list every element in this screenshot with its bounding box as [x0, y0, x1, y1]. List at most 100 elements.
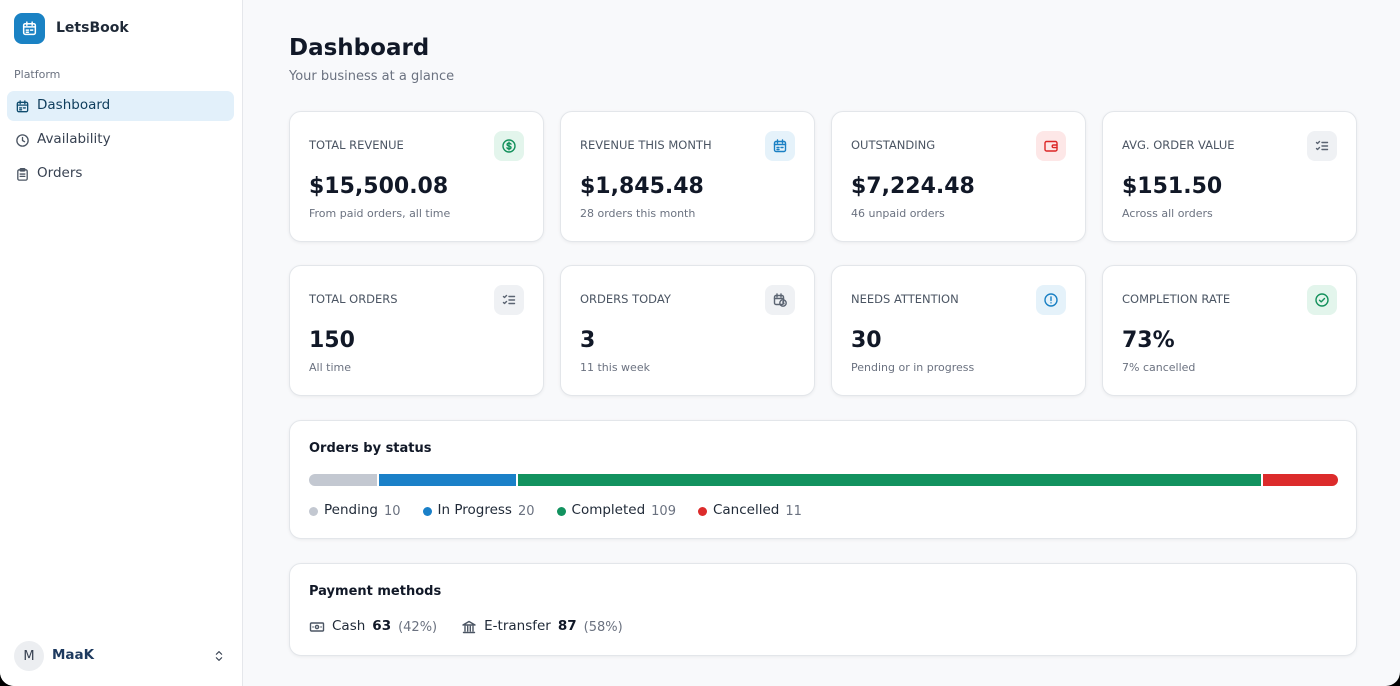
payment-item: E-transfer 87 (58%): [461, 619, 623, 635]
status-segment: [379, 474, 516, 486]
brand-logo-icon-part: [22, 21, 37, 33]
nav-icon-part: [16, 100, 29, 111]
stat-card: OUTSTANDING $7,224.48 46 unpaid orders: [831, 111, 1086, 242]
stat-icon-part: [1044, 293, 1058, 307]
nav-label: Availability: [37, 131, 111, 147]
legend-name: Cancelled: [712, 502, 780, 519]
stat-icon: [773, 293, 787, 307]
stat-icon: [1315, 140, 1329, 151]
status-segment: [309, 474, 378, 486]
payment-count: 63: [372, 618, 392, 635]
payment-icon: [462, 620, 476, 634]
stat-icon-tile: [494, 285, 524, 315]
stat-card: TOTAL ORDERS 150 All time: [289, 265, 544, 396]
legend-count: 11: [785, 503, 802, 519]
stat-icon-tile: [765, 131, 795, 161]
stat-icon-tile: [765, 285, 795, 315]
stat-card: NEEDS ATTENTION 30 Pending or in progress: [831, 265, 1086, 396]
stat-value: 30: [851, 328, 882, 353]
stat-note: Across all orders: [1122, 207, 1213, 220]
payment-icon-part: [314, 624, 320, 630]
stat-card: REVENUE THIS MONTH $1,845.48 28 orders thi…: [560, 111, 815, 242]
user-menu-chevrons: [215, 651, 223, 661]
stat-label: AVG. ORDER VALUE: [1122, 138, 1235, 152]
stat-icon-tile: [1307, 131, 1337, 161]
stat-icon-tile: [494, 131, 524, 161]
stat-label: NEEDS ATTENTION: [851, 292, 959, 306]
stat-note: From paid orders, all time: [309, 207, 451, 220]
user-menu[interactable]: M MaaK: [7, 638, 234, 674]
status-legend: Pending 10 In Progress 20 Completed 109 Cancel…: [309, 503, 802, 519]
brand-logo-icon-part: [22, 22, 37, 36]
nav-icon-part: [21, 136, 26, 143]
page-title: Dashboard: [289, 35, 430, 61]
stat-icon-part: [506, 141, 512, 151]
stat-card: ORDERS TODAY 3 11 this week: [560, 265, 815, 396]
nav-item[interactable]: Availability: [7, 125, 234, 155]
stat-icon-tile: [1036, 285, 1066, 315]
payment-title: Payment methods: [309, 584, 442, 599]
stat-note: All time: [309, 361, 351, 374]
payment-name: Cash: [332, 618, 366, 635]
stat-value: $15,500.08: [309, 174, 449, 199]
stat-note: Pending or in progress: [851, 361, 975, 374]
nav-label: Dashboard: [37, 97, 111, 113]
stat-note: 11 this week: [580, 361, 650, 374]
legend-dot: [422, 506, 432, 516]
legend-item: Pending 10: [309, 504, 401, 518]
nav-icon: [16, 134, 29, 147]
stat-icon: [502, 139, 516, 153]
payment-item: Cash 63 (42%): [309, 619, 437, 635]
page-subtitle: Your business at a glance: [289, 69, 455, 84]
payment-share: (58%): [583, 619, 623, 635]
stat-card: TOTAL REVENUE $15,500.08 From paid orders,…: [289, 111, 544, 242]
nav-icon-part: [16, 101, 29, 113]
legend-dot: [556, 506, 566, 516]
stat-icon-part: [1315, 140, 1329, 151]
stat-icon-part: [1044, 140, 1058, 152]
stat-icon: [502, 294, 516, 305]
stat-value: $1,845.48: [580, 174, 704, 199]
brand-logo-icon: [22, 21, 37, 36]
nav-label: Orders: [37, 165, 83, 181]
nav-item[interactable]: Dashboard: [7, 91, 234, 121]
stat-note: 28 orders this month: [580, 207, 696, 220]
payment-list: Cash 63 (42%) E-transfer 87 (58%): [309, 619, 623, 635]
stat-icon-part: [1315, 293, 1329, 307]
nav-section-label: Platform: [14, 68, 61, 81]
stat-icon-part: [1051, 144, 1058, 149]
legend-name: Pending: [324, 502, 378, 519]
legend-count: 109: [651, 503, 676, 519]
stat-label: TOTAL ORDERS: [309, 292, 398, 306]
nav-icon-part: [19, 173, 26, 178]
payment-share: (42%): [398, 619, 438, 635]
stat-label: COMPLETION RATE: [1122, 292, 1231, 306]
stat-icon-part: [502, 139, 516, 153]
legend-name: Completed: [571, 502, 646, 519]
stat-value: $151.50: [1122, 174, 1223, 199]
payment-icon-part: [462, 620, 476, 634]
stat-label: REVENUE THIS MONTH: [580, 138, 712, 152]
stat-icon-part: [1318, 297, 1326, 303]
status-bar: [309, 474, 1338, 486]
legend-item: Cancelled 11: [697, 502, 802, 519]
legend-count: 10: [383, 503, 401, 519]
brand-name: LetsBook: [56, 20, 129, 36]
nav-icon-part: [16, 134, 29, 147]
stat-card: COMPLETION RATE 73% 7% cancelled: [1102, 265, 1357, 396]
status-card: Orders by status Pending 10 In Progress 20 Co…: [289, 420, 1357, 539]
nav-item[interactable]: Orders: [7, 159, 234, 189]
stat-icon-part: [779, 299, 787, 307]
stat-value: 73%: [1122, 328, 1175, 353]
nav-icon: [16, 100, 29, 113]
stat-value: 150: [309, 328, 355, 353]
nav-icon-part: [19, 168, 26, 172]
payment-count: 87: [557, 618, 577, 635]
stat-card: AVG. ORDER VALUE $151.50 Across all orders: [1102, 111, 1357, 242]
user-avatar: M: [14, 641, 44, 671]
user-menu-chevrons-part: [215, 651, 223, 661]
legend-dot: [697, 506, 707, 516]
stat-icon-part: [502, 294, 516, 305]
stat-icon-tile: [1307, 285, 1337, 315]
stat-icon-part: [773, 293, 785, 300]
